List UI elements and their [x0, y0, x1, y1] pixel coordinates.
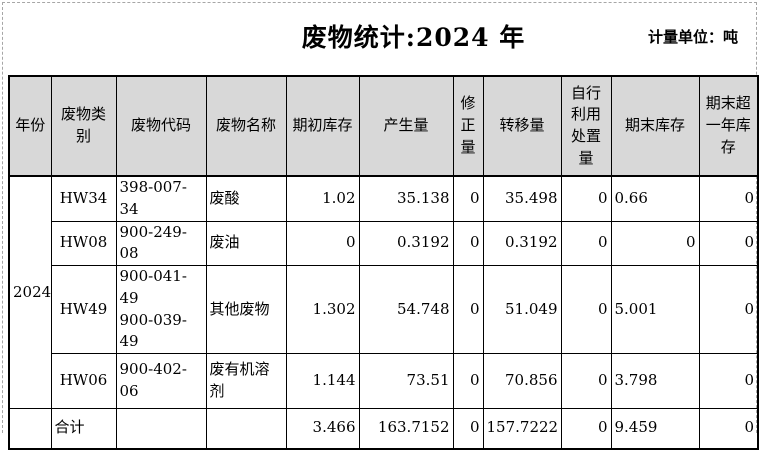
generated-amount-cell: 54.748: [358, 265, 454, 354]
total-label-cell: 合计: [50, 408, 117, 449]
waste-category-cell: HW49: [50, 265, 117, 354]
generated-amount-cell: 35.138: [358, 175, 454, 222]
transferred-amount-cell: 35.498: [482, 175, 562, 222]
total-transferred-amount-cell: 157.7222: [482, 408, 562, 449]
transferred-amount-cell: 0.3192: [482, 220, 562, 266]
closing-stock-cell: 0.66: [610, 175, 700, 222]
table-header-row: 年份 废物类别 废物代码 废物名称 期初库存 产生量 修正量 转移量 自行利用处…: [8, 75, 759, 177]
waste-code-cell-empty: [115, 408, 207, 449]
header-opening-stock: 期初库存: [285, 75, 360, 177]
measurement-unit-label: 计量单位：吨: [647, 28, 738, 46]
corrected-amount-cell: 0: [452, 220, 484, 266]
header-generated-amount: 产生量: [358, 75, 454, 177]
header-corrected-amount: 修正量: [452, 75, 484, 177]
total-row: 合计 3.466 163.7152 0 157.7222 0 9.459 0: [8, 408, 759, 449]
total-self-disposed-cell: 0: [560, 408, 612, 449]
table-row: HW06 900-402-06 废有机溶剂 1.144 73.51 0 70.8…: [9, 353, 759, 409]
transferred-amount-cell: 70.856: [482, 353, 562, 409]
total-over-one-year-stock-cell: 0: [698, 408, 759, 449]
table-row: 2024 HW34 398-007-34 废酸 1.02 35.138 0 35…: [8, 175, 759, 409]
corrected-amount-cell: 0: [452, 175, 484, 222]
closing-stock-cell: 3.798: [610, 353, 700, 409]
header-closing-stock: 期末库存: [610, 75, 700, 177]
waste-category-cell: HW08: [50, 220, 117, 266]
waste-category-cell: HW34: [50, 175, 117, 222]
corrected-amount-cell: 0: [452, 353, 484, 409]
total-opening-stock-cell: 3.466: [285, 408, 360, 449]
header-waste-code: 废物代码: [115, 75, 207, 177]
waste-name-cell: 废有机溶剂: [205, 353, 287, 409]
opening-stock-cell: 1.302: [285, 265, 360, 354]
over-one-year-stock-cell: 0: [698, 265, 759, 354]
page-title: 废物统计:2024 年: [301, 23, 526, 52]
waste-name-cell: 废油: [205, 220, 287, 266]
header-year: 年份: [8, 75, 52, 177]
closing-stock-cell: 5.001: [610, 265, 700, 354]
waste-category-cell: HW06: [50, 353, 117, 409]
header-over-one-year-stock: 期末超一年库存: [698, 75, 759, 177]
opening-stock-cell: 0: [285, 220, 360, 266]
transferred-amount-cell: 51.049: [482, 265, 562, 354]
waste-code-cell: 398-007-34: [115, 175, 207, 222]
total-corrected-amount-cell: 0: [452, 408, 484, 449]
waste-name-cell: 其他废物: [205, 265, 287, 354]
opening-stock-cell: 1.144: [285, 353, 360, 409]
self-disposed-cell: 0: [560, 265, 612, 354]
corrected-amount-cell: 0: [452, 265, 484, 354]
self-disposed-cell: 0: [560, 353, 612, 409]
year-cell: 2024: [8, 175, 52, 409]
over-one-year-stock-cell: 0: [698, 353, 759, 409]
year-cell-empty: [8, 408, 52, 449]
self-disposed-cell: 0: [560, 175, 612, 222]
opening-stock-cell: 1.02: [285, 175, 360, 222]
over-one-year-stock-cell: 0: [698, 220, 759, 266]
header-self-disposed-amount: 自行利用处置量: [560, 75, 612, 177]
generated-amount-cell: 0.3192: [358, 220, 454, 266]
waste-code-cell: 900-402-06: [115, 353, 207, 409]
waste-name-cell: 废酸: [205, 175, 287, 222]
waste-code-cell: 900-249-08: [115, 220, 207, 266]
waste-statistics-table: 年份 废物类别 废物代码 废物名称 期初库存 产生量 修正量 转移量 自行利用处…: [8, 75, 759, 450]
total-closing-stock-cell: 9.459: [610, 408, 700, 449]
waste-name-cell-empty: [205, 408, 287, 449]
waste-code-cell: 900-041-49 900-039-49: [115, 265, 207, 354]
table-row: HW49 900-041-49 900-039-49 其他废物 1.302 54…: [9, 265, 759, 354]
header-waste-category: 废物类别: [50, 75, 117, 177]
generated-amount-cell: 73.51: [358, 353, 454, 409]
header-waste-name: 废物名称: [205, 75, 287, 177]
total-generated-amount-cell: 163.7152: [358, 408, 454, 449]
closing-stock-cell: 0: [610, 220, 700, 266]
table-row: HW08 900-249-08 废油 0 0.3192 0 0.3192 0 0…: [9, 220, 759, 266]
self-disposed-cell: 0: [560, 220, 612, 266]
header-transferred-amount: 转移量: [482, 75, 562, 177]
over-one-year-stock-cell: 0: [698, 175, 759, 222]
